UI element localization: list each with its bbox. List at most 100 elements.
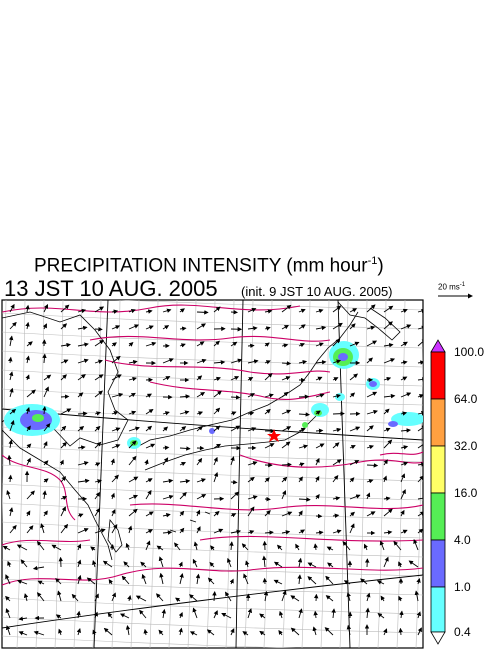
- init-time: (init. 9 JST 10 AUG. 2005): [241, 284, 393, 299]
- wind-vector: [128, 426, 140, 432]
- wind-vector: [162, 426, 169, 432]
- wind-vector: [162, 494, 174, 500]
- wind-vector: [94, 593, 99, 602]
- wind-vector: [400, 308, 408, 314]
- wind-vector: [383, 628, 388, 636]
- wind-vector: [332, 474, 339, 483]
- wind-vector: [5, 595, 11, 602]
- colorbar-band-3: [430, 445, 446, 494]
- wind-vector: [43, 460, 49, 466]
- wind-vector: [349, 445, 356, 450]
- wind-vector: [295, 543, 300, 551]
- wind-vector: [9, 387, 14, 398]
- wind-vector: [196, 509, 201, 517]
- wind-vector: [229, 541, 234, 551]
- wind-vector: [213, 528, 224, 534]
- wind-vector: [230, 395, 241, 400]
- wind-vector: [400, 445, 409, 450]
- wind-vector: [259, 613, 266, 619]
- wind-vector: [298, 359, 308, 365]
- wind-vector: [18, 616, 28, 621]
- wind-vector: [366, 592, 371, 602]
- wind-vector: [8, 439, 13, 449]
- wind-vector: [281, 530, 291, 535]
- wind-vector: [346, 592, 351, 602]
- wind-vector: [281, 426, 292, 432]
- wind-vector: [162, 376, 171, 381]
- wind-vector: [230, 628, 235, 636]
- wind-vector: [60, 304, 70, 313]
- wind-vector: [174, 542, 181, 551]
- wind-vector: [278, 610, 284, 619]
- wind-vector: [230, 376, 240, 381]
- wind-vector: [26, 425, 31, 432]
- wind-vector: [376, 580, 385, 585]
- wind-vector: [213, 610, 218, 619]
- wind-vector: [417, 377, 423, 382]
- wind-vector: [315, 493, 320, 500]
- wind-vector: [77, 574, 82, 585]
- wind-vector: [290, 595, 300, 602]
- wind-vector: [264, 309, 273, 314]
- wind-vector: [145, 511, 154, 517]
- wind-vector: [128, 410, 137, 415]
- wind-vector: [111, 444, 121, 449]
- wind-vector: [278, 629, 283, 636]
- wind-vector: [94, 491, 101, 500]
- wind-vector: [9, 303, 15, 313]
- wind-vector: [213, 425, 221, 432]
- wind-vector: [382, 475, 387, 483]
- wind-vector: [86, 577, 96, 585]
- wind-vector: [55, 577, 62, 585]
- wind-vector: [94, 374, 104, 381]
- wind-vector: [281, 476, 288, 483]
- wind-vector: [298, 476, 303, 483]
- wind-vector: [332, 529, 342, 534]
- wind-vector: [298, 444, 309, 449]
- wind-vector: [189, 631, 198, 636]
- title-close: ): [377, 255, 384, 277]
- wind-vector: [159, 572, 164, 585]
- wind-vector: [312, 626, 317, 636]
- wind-vector: [417, 528, 423, 534]
- wind-vector: [178, 627, 183, 636]
- wind-vector: [315, 342, 324, 347]
- wind-vector: [281, 361, 292, 366]
- wind-vector: [111, 508, 116, 517]
- wind-vector: [379, 540, 385, 551]
- wind-vector: [8, 507, 14, 517]
- wind-vector: [417, 475, 423, 483]
- wind-vector: [145, 443, 156, 449]
- wind-vector: [383, 393, 396, 399]
- wind-vector: [51, 544, 62, 551]
- wind-vector: [247, 608, 252, 619]
- wind-vector: [196, 526, 201, 534]
- wind-vector: [125, 542, 130, 551]
- wind-vector: [332, 427, 342, 433]
- wind-vector: [298, 427, 306, 433]
- wind-vector: [140, 561, 147, 568]
- wind-vector: [196, 310, 209, 315]
- wind-vector: [366, 444, 374, 450]
- wind-vector: [189, 594, 198, 602]
- wind-vector: [139, 609, 147, 619]
- wind-vector: [94, 507, 101, 517]
- wind-vector: [383, 496, 391, 501]
- wind-vector: [416, 578, 421, 585]
- wind-vector: [213, 390, 222, 398]
- wind-vector: [383, 376, 392, 382]
- wind-vector: [400, 411, 408, 416]
- wind-vector: [414, 590, 420, 602]
- title-exponent: -1: [367, 255, 378, 267]
- wind-vector: [247, 506, 255, 517]
- wind-vector: [162, 513, 171, 518]
- wind-vector: [241, 543, 249, 551]
- wind-vector: [366, 511, 376, 517]
- wind-vector: [179, 343, 186, 348]
- wind-vector: [298, 394, 310, 399]
- wind-vector: [128, 476, 139, 483]
- wind-vector: [145, 540, 151, 551]
- wind-vector: [60, 425, 67, 432]
- wind-vector: [298, 529, 306, 534]
